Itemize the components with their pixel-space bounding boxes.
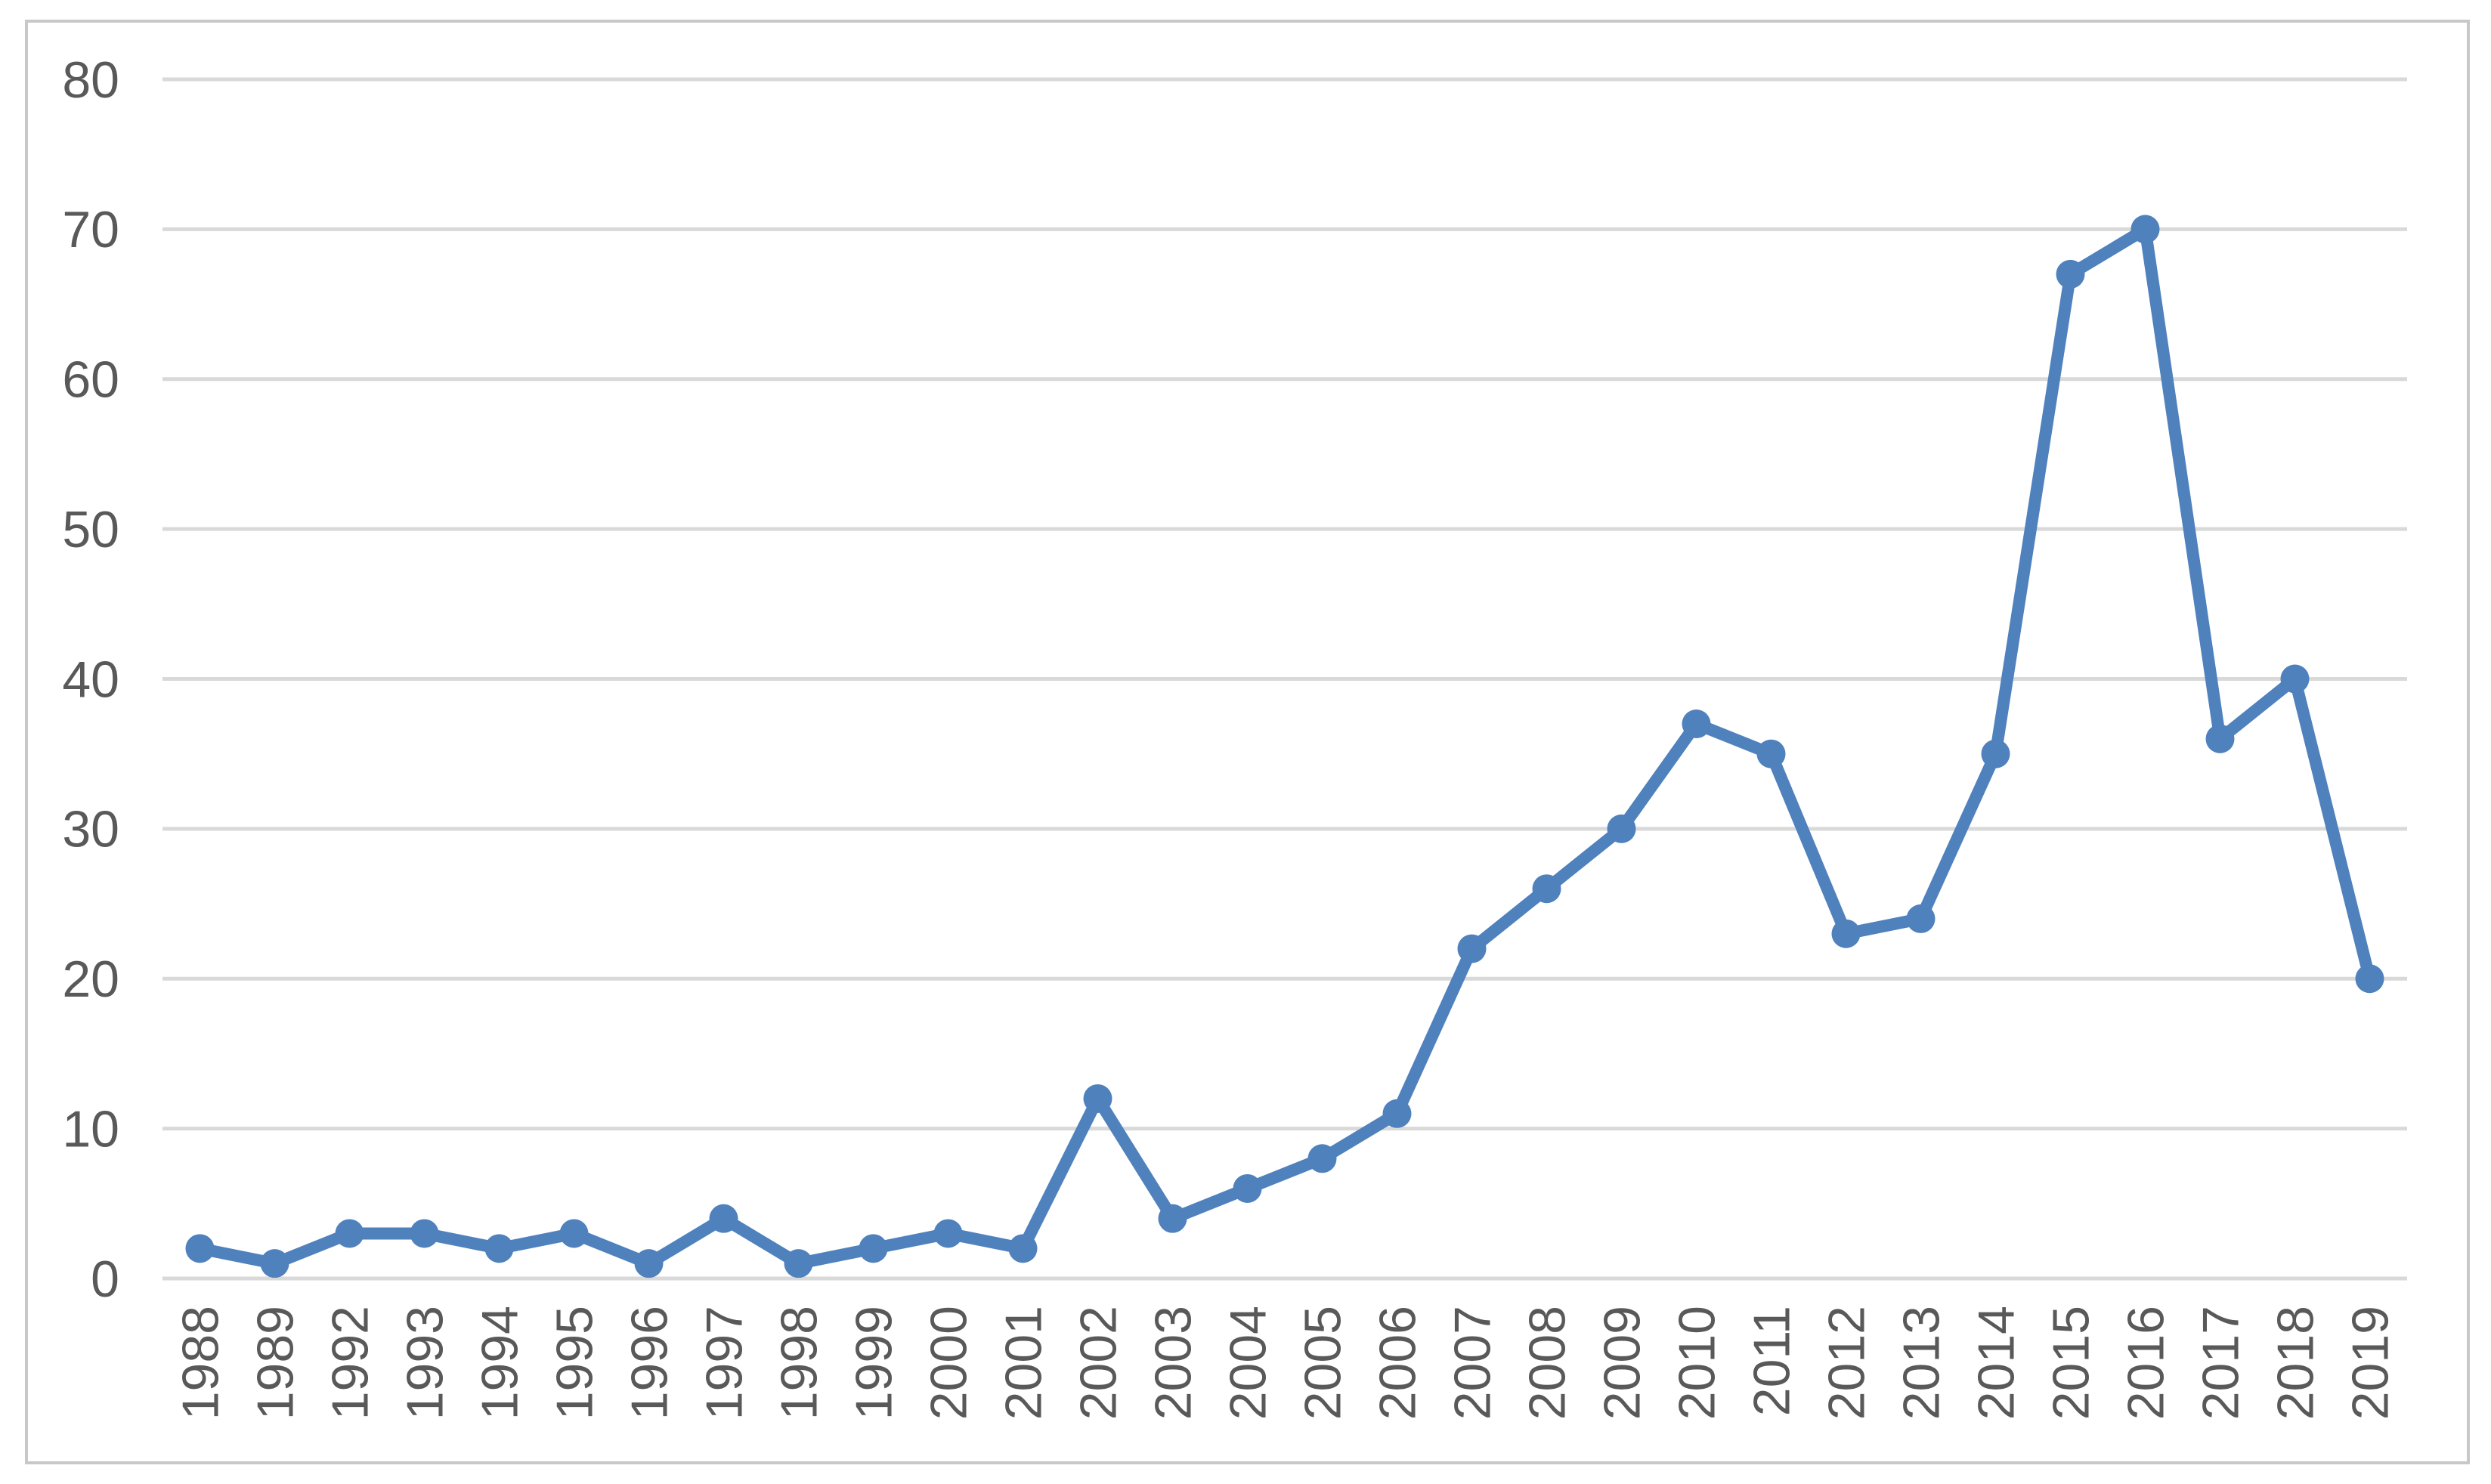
x-tick-label: 1997 <box>695 1306 753 1420</box>
data-line <box>193 223 2376 1270</box>
data-point-marker <box>784 1249 813 1278</box>
data-point-marker <box>185 1234 215 1263</box>
y-tick-label: 60 <box>62 351 119 409</box>
x-tick-label: 2012 <box>1818 1306 1875 1420</box>
x-tick-label: 1994 <box>471 1306 528 1420</box>
data-point-marker <box>634 1249 664 1278</box>
x-axis-labels: 1988 1989 1992 1993 1994 1995 1996 1997 1998 1999… <box>172 1306 2399 1420</box>
y-tick-label: 50 <box>62 501 119 558</box>
x-tick-label: 2017 <box>2192 1306 2249 1420</box>
data-point-marker <box>1008 1234 1038 1263</box>
x-tick-label: 2013 <box>1892 1306 1950 1420</box>
x-tick-label: 2018 <box>2267 1306 2324 1420</box>
data-point-marker <box>2355 964 2384 994</box>
data-point-marker <box>1307 1144 1337 1173</box>
x-tick-label: 2004 <box>1219 1306 1276 1420</box>
data-point-marker <box>2056 259 2085 289</box>
data-point-marker <box>1906 904 1936 933</box>
x-tick-label: 2014 <box>1967 1306 2025 1420</box>
y-tick-label: 40 <box>62 651 119 708</box>
data-point-marker <box>1382 1099 1412 1128</box>
y-tick-label: 80 <box>62 51 119 109</box>
data-point-marker <box>484 1234 514 1263</box>
data-point-marker <box>2280 664 2310 694</box>
gridlines <box>162 77 2407 1281</box>
data-point-marker <box>1682 710 1711 739</box>
x-tick-label: 1993 <box>396 1306 453 1420</box>
data-point-marker <box>559 1219 589 1248</box>
data-point-marker <box>410 1219 439 1248</box>
x-tick-label: 2005 <box>1294 1306 1351 1420</box>
x-tick-label: 2006 <box>1369 1306 1426 1420</box>
x-tick-label: 1989 <box>246 1306 304 1420</box>
y-tick-label: 0 <box>91 1251 119 1308</box>
y-axis-labels: 0 10 20 30 40 50 60 70 80 <box>62 51 119 1308</box>
x-tick-label: 2016 <box>2117 1306 2174 1420</box>
data-point-marker <box>2131 215 2160 244</box>
data-point-marker <box>1532 874 1561 904</box>
data-point-marker <box>1831 919 1861 948</box>
data-point-marker <box>933 1219 963 1248</box>
x-tick-label: 1988 <box>172 1306 229 1420</box>
x-tick-label: 1996 <box>620 1306 678 1420</box>
y-tick-label: 20 <box>62 951 119 1008</box>
data-point-marker <box>1457 934 1487 963</box>
figure-border <box>25 20 2470 1464</box>
y-tick-label: 70 <box>62 201 119 258</box>
data-point-marker <box>335 1219 364 1248</box>
data-point-marker <box>2205 724 2235 753</box>
y-tick-label: 30 <box>62 801 119 858</box>
data-point-marker <box>260 1249 289 1278</box>
data-point-marker <box>1756 739 1786 768</box>
y-tick-label: 10 <box>62 1100 119 1158</box>
x-tick-label: 2011 <box>1743 1306 1800 1416</box>
x-tick-label: 2019 <box>2341 1306 2399 1420</box>
data-series <box>185 215 2384 1278</box>
data-point-marker <box>1158 1204 1187 1233</box>
x-tick-label: 2007 <box>1444 1306 1501 1420</box>
x-tick-label: 2009 <box>1593 1306 1651 1420</box>
x-tick-label: 2001 <box>995 1306 1052 1420</box>
x-tick-label: 2008 <box>1518 1306 1576 1420</box>
data-point-marker <box>1607 814 1636 843</box>
x-tick-label: 2002 <box>1069 1306 1127 1420</box>
data-point-marker <box>709 1204 738 1233</box>
x-tick-label: 2003 <box>1144 1306 1202 1420</box>
x-tick-label: 1999 <box>845 1306 902 1420</box>
data-point-marker <box>1083 1084 1112 1113</box>
data-point-marker <box>859 1234 888 1263</box>
x-tick-label: 2010 <box>1668 1306 1725 1420</box>
x-tick-label: 2015 <box>2042 1306 2100 1420</box>
x-tick-label: 1995 <box>546 1306 603 1420</box>
x-tick-label: 1992 <box>321 1306 379 1420</box>
x-tick-label: 1998 <box>770 1306 828 1420</box>
x-tick-label: 2000 <box>920 1306 977 1420</box>
data-point-marker <box>1233 1173 1262 1203</box>
data-point-marker <box>1981 739 2010 768</box>
